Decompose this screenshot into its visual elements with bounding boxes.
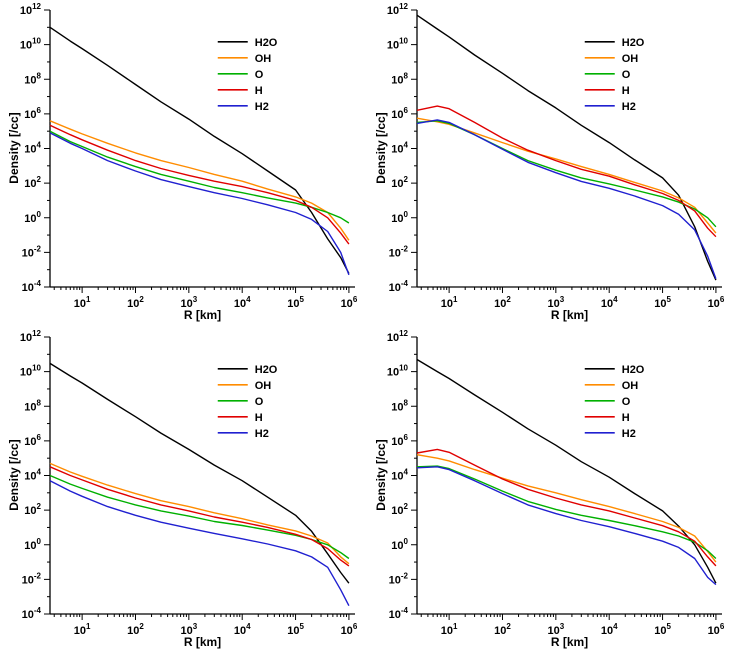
y-tick-label: 10-4 [22, 606, 42, 621]
legend-label-H: H [622, 85, 630, 97]
series-O-line [49, 474, 350, 560]
legend-label-H2: H2 [622, 428, 636, 440]
series-H2-line [49, 132, 350, 276]
legend-label-O: O [622, 396, 631, 408]
y-tick-label: 1012 [387, 2, 409, 17]
y-axis-title: Density [/cc] [374, 112, 388, 184]
y-tick-label: 1010 [387, 37, 409, 52]
y-tick-label: 106 [24, 433, 41, 448]
y-tick-label: 102 [24, 175, 41, 190]
legend-label-H2: H2 [255, 428, 269, 440]
y-tick-label: 108 [24, 71, 41, 86]
legend-label-O: O [255, 396, 264, 408]
plot-bottom-left: 101 102 103 104 105 106 10-4 10-2 100 102 104 106 10… [0, 327, 367, 654]
legend-label-H: H [622, 412, 630, 424]
y-tick-label: 104 [24, 141, 41, 156]
y-tick-label: 10-2 [22, 571, 42, 586]
series-OH-line [416, 454, 717, 563]
legend-label-H2O: H2O [255, 37, 278, 49]
legend: H2O OH OH H2 [217, 37, 278, 113]
y-tick-label: 10-2 [22, 244, 42, 259]
x-axis-title: R [km] [183, 308, 222, 322]
y-tick-label: 104 [391, 468, 408, 483]
series-H2-line [416, 119, 717, 279]
y-tick-label: 108 [391, 398, 408, 413]
y-tick-label: 102 [391, 175, 408, 190]
series-O-line [49, 130, 350, 224]
legend-label-H2O: H2O [622, 364, 645, 376]
y-tick-label: 100 [24, 537, 41, 552]
series-H-line [416, 105, 717, 238]
y-tick-label: 10-4 [389, 279, 409, 294]
legend: H2O OH OH H2 [584, 364, 645, 440]
legend-label-O: O [622, 69, 631, 81]
y-tick-label: 10-2 [389, 244, 409, 259]
y-tick-label: 106 [24, 106, 41, 121]
y-tick-label: 100 [391, 210, 408, 225]
plot-top-right-canvas: 101 102 103 104 105 10610-410-210010210410610… [387, 2, 725, 310]
plot-top-right: 101 102 103 104 105 106 10-4 10-2 100 102 104 106 10… [367, 0, 734, 327]
series-H2O-line [49, 26, 350, 274]
y-axis-title: Density [/cc] [374, 439, 388, 511]
plot-bottom-right: 101 102 103 104 105 106 10-4 10-2 100 102 104 106 10… [367, 327, 734, 654]
series-H-line [49, 124, 350, 245]
y-tick-label: 10-2 [389, 571, 409, 586]
y-tick-label: 108 [24, 398, 41, 413]
y-tick-label: 104 [391, 141, 408, 156]
y-tick-label: 1012 [387, 329, 409, 344]
legend-label-OH: OH [255, 380, 272, 392]
y-tick-label: 106 [391, 106, 408, 121]
y-tick-label: 108 [391, 71, 408, 86]
series-H-line [49, 466, 350, 567]
legend: H2O OH OH H2 [584, 37, 645, 113]
y-tick-label: 104 [24, 468, 41, 483]
y-tick-label: 102 [24, 502, 41, 517]
series-H2O-line [416, 358, 717, 584]
legend: H2O OH OH H2 [217, 364, 278, 440]
plot-bottom-right-canvas: 101 102 103 104 105 10610-410-210010210410610… [387, 329, 725, 637]
legend-label-H2O: H2O [255, 364, 278, 376]
x-axis-title: R [km] [183, 635, 222, 649]
x-axis-title: R [km] [550, 308, 589, 322]
legend-label-OH: OH [255, 53, 272, 65]
series-OH-line [49, 462, 350, 565]
y-tick-label: 1012 [20, 2, 42, 17]
series-OH-line [49, 120, 350, 241]
y-tick-label: 10-4 [22, 279, 42, 294]
y-axis-title: Density [/cc] [7, 112, 21, 184]
y-tick-label: 1010 [20, 37, 42, 52]
y-tick-label: 10-4 [389, 606, 409, 621]
y-tick-label: 1010 [387, 364, 409, 379]
y-tick-label: 100 [24, 210, 41, 225]
series-H2-line [49, 480, 350, 607]
series-O-line [416, 465, 717, 560]
plot-top-left: 101 102 103 104 105 106 10-4 10-2 100 102 104 106 10… [0, 0, 367, 327]
legend-label-H: H [255, 412, 263, 424]
legend-label-OH: OH [622, 53, 639, 65]
series-H2-line [416, 466, 717, 586]
legend-label-H2: H2 [255, 101, 269, 113]
legend-label-O: O [255, 69, 264, 81]
y-tick-label: 102 [391, 502, 408, 517]
legend-label-H2: H2 [622, 101, 636, 113]
plot-top-left-canvas: 101 102 103 104 105 10610-410-210010210410610… [20, 2, 358, 310]
legend-label-H2O: H2O [622, 37, 645, 49]
y-tick-label: 1012 [20, 329, 42, 344]
plot-bottom-left-canvas: 101 102 103 104 105 10610-410-210010210410610… [20, 329, 358, 637]
x-axis-title: R [km] [550, 635, 589, 649]
y-tick-label: 106 [391, 433, 408, 448]
series-H2O-line [416, 14, 717, 281]
y-tick-label: 100 [391, 537, 408, 552]
legend-label-H: H [255, 85, 263, 97]
y-tick-label: 1010 [20, 364, 42, 379]
series-H2O-line [49, 362, 350, 584]
y-axis-title: Density [/cc] [7, 439, 21, 511]
series-H-line [416, 448, 717, 567]
legend-label-OH: OH [622, 380, 639, 392]
